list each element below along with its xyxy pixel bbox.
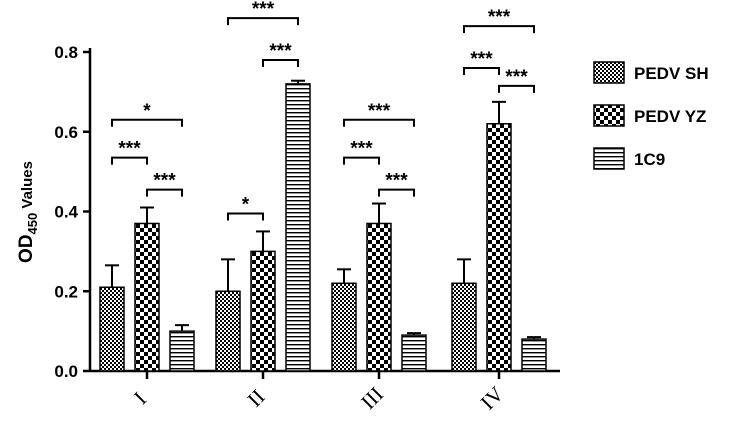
significance-label: *** [368, 101, 391, 122]
significance-bracket [227, 17, 299, 26]
significance-bracket [262, 58, 299, 67]
significance-label: *** [350, 139, 373, 160]
significance-bracket [111, 156, 148, 165]
bar [169, 330, 195, 372]
legend-label: PEDV SH [634, 64, 709, 83]
x-axis: I II III IV [90, 369, 560, 415]
significance-label: *** [252, 0, 275, 20]
bar [215, 290, 241, 372]
y-axis-label-rest: Values [19, 161, 36, 213]
bar [486, 123, 512, 372]
y-tick-label: 0.2 [54, 282, 78, 301]
category-label: I [129, 387, 151, 409]
significance-bracket [343, 156, 380, 165]
significance-label: *** [269, 41, 292, 62]
legend: PEDV SH PEDV YZ 1C9 [593, 61, 709, 170]
significance-label: *** [470, 49, 493, 70]
significance-label: *** [385, 171, 408, 192]
significance-bracket [463, 66, 500, 75]
y-axis-label: OD450 Values [16, 161, 40, 263]
bar [134, 222, 160, 372]
legend-swatch [593, 104, 625, 127]
significance-label: *** [488, 7, 511, 28]
bar [331, 282, 357, 372]
significance-bracket [227, 212, 264, 221]
bar [366, 222, 392, 372]
significance-bracket [146, 188, 183, 197]
significance-bracket [111, 118, 183, 127]
significance-label: *** [118, 139, 141, 160]
y-tick-label: 0.0 [54, 362, 78, 381]
significance-bracket [343, 118, 415, 127]
category-label: IV [476, 382, 509, 415]
y-tick-label: 0.4 [54, 203, 78, 222]
significance-label: *** [505, 67, 528, 88]
bar [285, 83, 311, 372]
y-tick-label: 0.6 [54, 123, 78, 142]
plot-area: ******************************** [99, 0, 547, 372]
significance-bracket [498, 84, 535, 93]
legend-label: 1C9 [634, 150, 665, 169]
significance-label: * [143, 101, 151, 122]
y-axis-label-subscript: 450 [25, 213, 40, 235]
significance-bracket [378, 188, 415, 197]
legend-swatch [593, 147, 625, 170]
y-tick-label: 0.8 [54, 43, 78, 62]
legend-swatch [593, 61, 625, 84]
significance-bracket [463, 25, 535, 34]
significance-label: * [242, 194, 250, 215]
bar [451, 282, 477, 372]
bar [99, 286, 125, 372]
bar [401, 334, 427, 372]
y-axis: 0.0 0.2 0.4 0.6 0.8 [54, 43, 92, 381]
category-label: III [356, 382, 388, 414]
bar [521, 338, 547, 372]
legend-label: PEDV YZ [634, 107, 706, 126]
category-label: II [243, 385, 270, 412]
significance-label: *** [153, 171, 176, 192]
bar [250, 250, 276, 372]
